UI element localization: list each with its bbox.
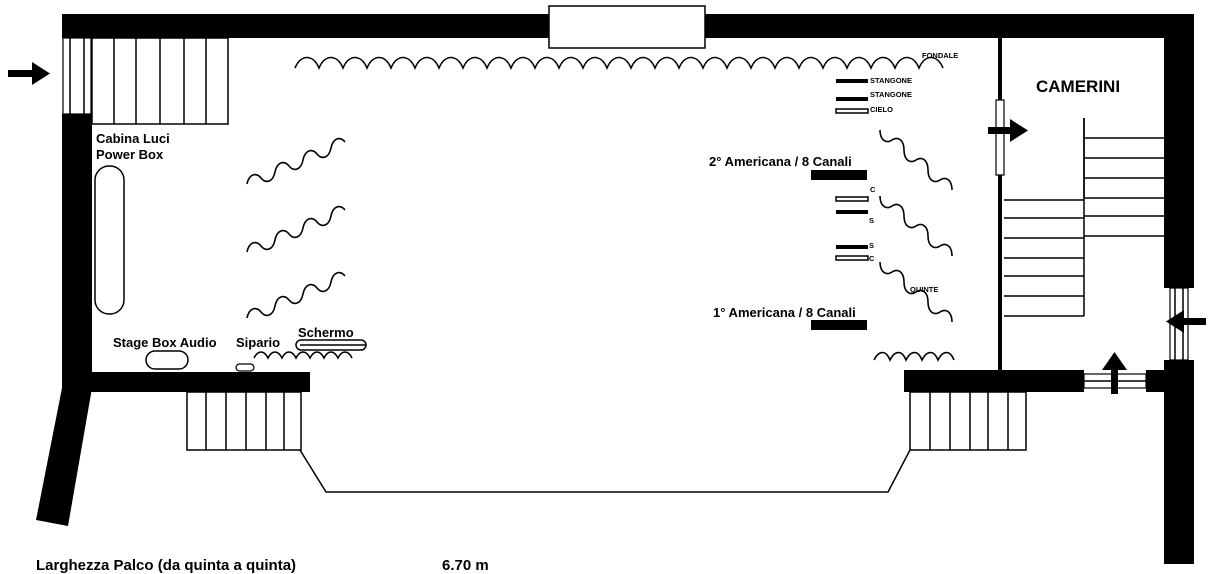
stangone-bar-2 <box>836 97 868 101</box>
power-box <box>94 165 125 315</box>
label-schermo: Schermo <box>298 325 354 340</box>
quinta-left-3 <box>246 271 346 319</box>
sipario-curtain-left <box>253 351 353 360</box>
cielo-bar <box>835 108 869 114</box>
quinta-right-3 <box>879 261 953 323</box>
sipario-control <box>235 363 255 372</box>
partition-wall-bottom <box>998 175 1002 372</box>
label-americana-2: 2° Americana / 8 Canali <box>709 154 852 169</box>
left-slanted-wall <box>36 388 92 526</box>
quinta-right-2 <box>879 195 953 257</box>
bottom-left-stairs <box>186 391 302 451</box>
sipario-curtain-right <box>873 351 955 362</box>
stage-box-audio <box>145 350 189 370</box>
label-quinte: QUINTE <box>910 285 938 294</box>
walls <box>36 14 1194 564</box>
right-wall-upper <box>1164 14 1194 288</box>
stage-left-bottom-wall <box>62 372 310 392</box>
partition-wall-top <box>998 38 1002 100</box>
left-wall <box>62 114 92 392</box>
right-stairs-upper <box>1083 118 1164 237</box>
c-bar-bottom <box>835 255 869 261</box>
quinta-left-1 <box>246 137 346 185</box>
right-stairs-lower <box>1004 118 1085 317</box>
stage-front-edge <box>299 449 911 493</box>
partition-door <box>995 99 1005 176</box>
bottom-right-stairs <box>909 391 1027 451</box>
label-power-box: Power Box <box>96 147 164 162</box>
quinta-left-2 <box>246 205 346 253</box>
s-bar-bottom <box>836 245 868 249</box>
label-stage-box-audio: Stage Box Audio <box>113 335 217 350</box>
stage-right-bottom-wall <box>904 370 1084 392</box>
label-sipario: Sipario <box>236 335 280 350</box>
stage-width-label: Larghezza Palco (da quinta a quinta) <box>36 557 296 574</box>
doors <box>62 37 1189 389</box>
quinta-right-1 <box>879 129 953 191</box>
label-c-bottom: C <box>869 254 875 263</box>
s-bar-top <box>836 210 868 214</box>
label-stangone-1: STANGONE <box>870 76 912 85</box>
arrow-up-icon <box>1102 352 1127 394</box>
label-camerini: CAMERINI <box>1036 77 1120 96</box>
arrow-left-icon <box>1166 310 1206 333</box>
label-americana-1: 1° Americana / 8 Canali <box>713 305 856 320</box>
left-entry-door <box>62 37 92 115</box>
fondale-backdrop <box>294 56 944 71</box>
label-cielo: CIELO <box>870 105 893 114</box>
label-s-bottom: S <box>869 241 874 250</box>
label-cabina-luci: Cabina Luci <box>96 131 170 146</box>
label-s-top: S <box>869 216 874 225</box>
c-bar-top <box>835 196 869 202</box>
americana-2-bar <box>811 170 867 180</box>
arrow-right-icon <box>8 62 50 85</box>
label-stangone-2: STANGONE <box>870 90 912 99</box>
top-recess-box <box>548 5 706 49</box>
label-c-top: C <box>870 185 876 194</box>
label-fondale: FONDALE <box>922 51 958 60</box>
stangone-bar-1 <box>836 79 868 83</box>
top-left-stairs <box>91 37 229 125</box>
right-block <box>1146 370 1164 392</box>
stage-width-value: 6.70 m <box>442 557 489 574</box>
americana-1-bar <box>811 320 867 330</box>
arrow-right-icon <box>988 119 1028 142</box>
right-wall-lower <box>1164 360 1194 564</box>
